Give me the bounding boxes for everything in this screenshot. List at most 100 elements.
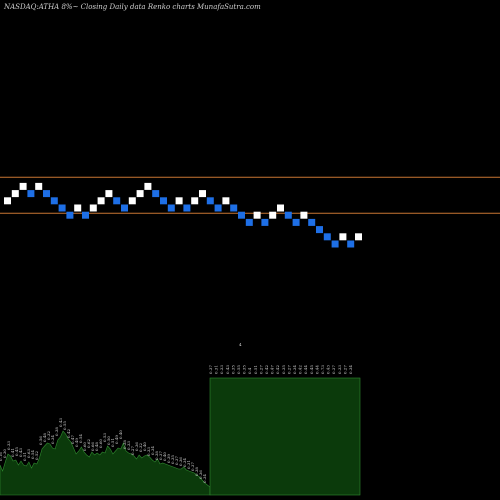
volume-label: 0.50 xyxy=(106,436,111,445)
volume-label: 0.60 xyxy=(82,442,87,451)
volume-label: 0.39 xyxy=(166,454,171,463)
volume-label-right: 0.45 xyxy=(309,365,314,374)
volume-label: 0.56 xyxy=(38,436,43,445)
volume-label-right: 0.35 xyxy=(242,365,247,374)
up-brick xyxy=(191,197,199,205)
down-brick xyxy=(121,204,128,212)
volume-label: 0.43 xyxy=(58,418,63,427)
down-brick xyxy=(347,240,355,248)
volume-label-right: 0.27 xyxy=(258,365,263,374)
up-brick xyxy=(35,182,43,190)
down-brick xyxy=(66,211,74,219)
volume-label: 0.34 xyxy=(202,474,207,483)
down-brick xyxy=(316,226,323,234)
volume-label: 0.43 xyxy=(18,448,23,457)
volume-label: 0.53 xyxy=(102,433,107,442)
volume-label: 0.32 xyxy=(46,431,51,440)
volume-label: 0.63 xyxy=(26,449,31,458)
up-brick xyxy=(105,190,113,198)
volume-label: 0.33 xyxy=(126,441,131,450)
volume-label: 0.38 xyxy=(194,467,199,476)
up-brick xyxy=(277,204,284,212)
volume-label-right: 0.42 xyxy=(298,365,303,374)
volume-label: 0.60 xyxy=(98,439,103,448)
volume-label-right: 0.44 xyxy=(303,365,308,374)
volume-label: 0.62 xyxy=(86,439,91,448)
up-brick xyxy=(74,204,82,212)
up-brick xyxy=(144,182,152,190)
down-brick xyxy=(43,190,50,198)
volume-label-right: 0.27 xyxy=(342,365,347,374)
volume-label: 0.54 xyxy=(30,450,35,459)
down-brick xyxy=(160,197,167,205)
volume-labels: 0.16 0.300.330.41 0.45 0.43 0.51 0.63 0.54 0.52… xyxy=(0,365,353,483)
down-brick xyxy=(214,204,222,212)
volume-label: 0.41 xyxy=(10,448,15,457)
volume-label-right: 0.55 xyxy=(236,365,241,374)
volume-label: 0.37 xyxy=(158,451,163,460)
down-brick xyxy=(152,190,160,198)
volume-label: 0.33 xyxy=(6,441,11,450)
up-brick xyxy=(4,197,11,205)
up-brick xyxy=(136,190,144,198)
volume-label: 0.42 xyxy=(66,429,71,438)
stray-mark: 4 xyxy=(239,342,242,347)
volume-label-right: 0.4 xyxy=(247,367,252,374)
volume-label: 0.38 xyxy=(154,451,159,460)
volume-label-right: 0.33 xyxy=(337,365,342,374)
down-brick xyxy=(113,197,121,205)
volume-label: 0.48 xyxy=(42,433,47,442)
volume-area xyxy=(0,377,361,496)
volume-label-right: 0.43 xyxy=(326,365,331,374)
down-brick xyxy=(230,204,238,212)
volume-label: 0.37 xyxy=(190,462,195,471)
volume-label: 0.35 xyxy=(170,455,175,464)
volume-label-right: 0.34 xyxy=(292,365,297,374)
down-brick xyxy=(292,218,300,226)
up-brick xyxy=(355,233,362,241)
volume-label-right: 0.44 xyxy=(314,365,319,374)
volume-label: 0.34 xyxy=(150,446,155,455)
volume-label: 0.52 xyxy=(34,451,39,460)
up-brick xyxy=(269,211,277,219)
volume-label-right: 0.27 xyxy=(286,365,291,374)
volume-area-left xyxy=(0,430,211,496)
volume-label: 0.30 xyxy=(2,449,7,458)
volume-label: 0.45 xyxy=(14,447,19,456)
volume-label: 0.27 xyxy=(130,446,135,455)
volume-label-right: 0.47 xyxy=(270,365,275,374)
down-brick xyxy=(27,190,35,198)
down-brick xyxy=(308,218,316,226)
volume-label: 0.34 xyxy=(182,458,187,467)
volume-label-right: 0.35 xyxy=(281,365,286,374)
chart-title: NASDAQ:ATHA 8%~ Closing Daily data Renko… xyxy=(3,3,261,11)
volume-label: 0.38 xyxy=(54,427,59,436)
volume-label: 0.34 xyxy=(50,435,55,444)
volume-label-right: 0.37 xyxy=(331,365,336,374)
down-brick xyxy=(238,211,245,219)
volume-block-right xyxy=(209,377,361,496)
up-brick xyxy=(11,190,19,198)
up-brick xyxy=(128,197,136,205)
volume-label: 0.36 xyxy=(178,457,183,466)
up-brick xyxy=(175,197,183,205)
volume-label: 0.36 xyxy=(198,470,203,479)
down-brick xyxy=(50,197,58,205)
volume-label: 0.66 xyxy=(90,442,95,451)
volume-label: 0.49 xyxy=(74,438,79,447)
volume-label: 0.51 xyxy=(22,452,27,461)
volume-label: 0.47 xyxy=(70,435,75,444)
volume-label: 0.36 xyxy=(134,442,139,451)
volume-label-right: 0.31 xyxy=(214,365,219,374)
volume-label: 0.40 xyxy=(142,442,147,451)
down-brick xyxy=(331,240,339,248)
down-brick xyxy=(261,218,269,226)
down-brick xyxy=(58,204,66,212)
down-brick xyxy=(167,204,175,212)
volume-label-right: 0.33 xyxy=(219,365,224,374)
volume-label: 0.51 xyxy=(110,438,115,447)
down-brick xyxy=(206,197,214,205)
volume-label: 0.38 xyxy=(122,440,127,449)
volume-label-right: 0.73 xyxy=(320,365,325,374)
